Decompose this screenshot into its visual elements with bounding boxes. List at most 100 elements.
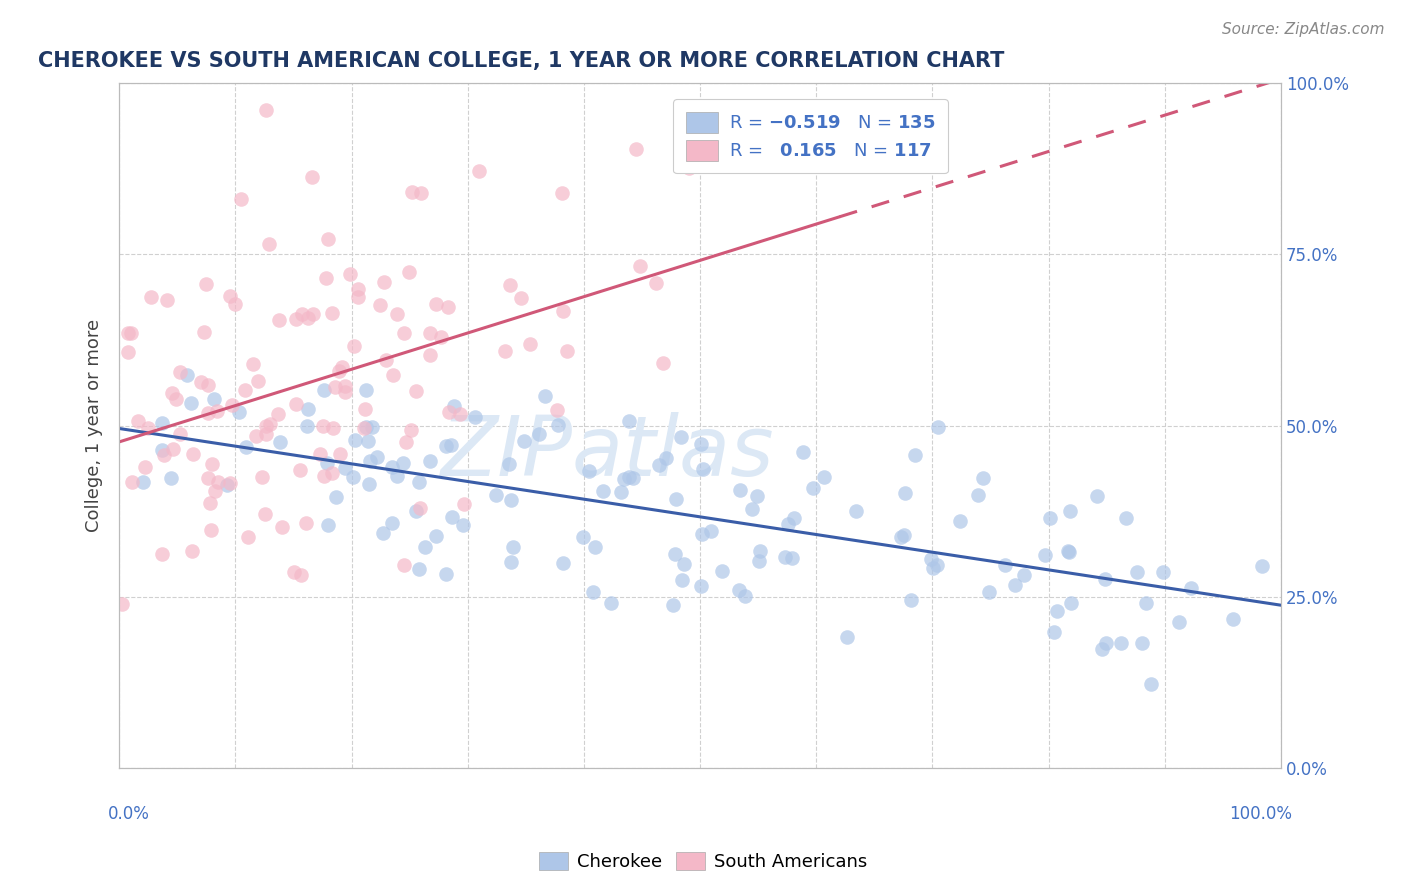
Point — [221, 397, 243, 411]
Point — [1111, 636, 1133, 650]
Point — [333, 461, 356, 475]
Point — [134, 460, 156, 475]
Point — [252, 470, 274, 484]
Point — [592, 483, 614, 498]
Point — [385, 306, 408, 320]
Point — [690, 527, 713, 541]
Point — [1004, 578, 1026, 592]
Point — [1060, 596, 1083, 610]
Text: 100.0%: 100.0% — [1230, 805, 1292, 823]
Point — [356, 384, 378, 398]
Point — [181, 447, 204, 461]
Point — [180, 396, 202, 410]
Point — [315, 456, 337, 470]
Point — [329, 447, 352, 461]
Point — [235, 440, 257, 454]
Point — [700, 524, 723, 539]
Point — [1046, 604, 1069, 618]
Point — [394, 326, 416, 341]
Point — [201, 458, 224, 472]
Point — [727, 583, 749, 598]
Text: CHEROKEE VS SOUTH AMERICAN COLLEGE, 1 YEAR OR MORE CORRELATION CHART: CHEROKEE VS SOUTH AMERICAN COLLEGE, 1 YE… — [38, 51, 1004, 70]
Point — [254, 427, 277, 442]
Point — [485, 488, 508, 502]
Point — [271, 520, 294, 534]
Point — [451, 518, 474, 533]
Point — [253, 508, 276, 522]
Point — [205, 404, 228, 418]
Point — [117, 344, 139, 359]
Point — [197, 471, 219, 485]
Point — [745, 489, 768, 503]
Point — [111, 597, 134, 611]
Point — [1059, 504, 1081, 518]
Point — [583, 540, 606, 554]
Point — [837, 630, 859, 644]
Point — [357, 434, 380, 448]
Point — [333, 385, 356, 400]
Point — [401, 423, 423, 437]
Point — [347, 290, 370, 304]
Point — [425, 297, 447, 311]
Point — [669, 429, 692, 443]
Point — [309, 447, 332, 461]
Point — [440, 437, 463, 451]
Point — [315, 271, 337, 285]
Point — [927, 420, 949, 434]
Point — [401, 185, 423, 199]
Point — [150, 442, 173, 457]
Point — [1091, 641, 1114, 656]
Point — [342, 339, 364, 353]
Point — [197, 406, 219, 420]
Point — [285, 397, 308, 411]
Point — [312, 418, 335, 433]
Point — [419, 347, 441, 361]
Point — [395, 435, 418, 450]
Point — [623, 471, 645, 485]
Point — [654, 450, 676, 465]
Point — [894, 485, 917, 500]
Point — [534, 388, 557, 402]
Point — [269, 435, 291, 450]
Point — [408, 562, 430, 576]
Point — [813, 470, 835, 484]
Point — [381, 459, 404, 474]
Point — [690, 579, 713, 593]
Point — [610, 485, 633, 500]
Point — [551, 186, 574, 200]
Point — [314, 469, 336, 483]
Point — [288, 463, 311, 477]
Legend: Cherokee, South Americans: Cherokee, South Americans — [531, 845, 875, 879]
Point — [357, 477, 380, 491]
Point — [1035, 549, 1057, 563]
Point — [437, 300, 460, 314]
Point — [344, 434, 367, 448]
Point — [316, 232, 339, 246]
Point — [1135, 596, 1157, 610]
Point — [1057, 545, 1080, 559]
Text: 0.0%: 0.0% — [108, 805, 149, 823]
Point — [207, 475, 229, 490]
Point — [259, 417, 281, 431]
Point — [229, 192, 252, 206]
Point — [228, 405, 250, 419]
Point — [314, 383, 336, 397]
Point — [803, 481, 825, 495]
Point — [600, 596, 623, 610]
Point — [295, 516, 318, 530]
Point — [193, 325, 215, 339]
Point — [519, 336, 541, 351]
Point — [948, 514, 970, 528]
Point — [652, 356, 675, 370]
Point — [1152, 565, 1174, 579]
Point — [678, 161, 700, 175]
Point — [373, 276, 395, 290]
Point — [664, 491, 686, 506]
Point — [245, 428, 267, 442]
Point — [1140, 677, 1163, 691]
Point — [368, 298, 391, 312]
Point — [218, 476, 240, 491]
Point — [316, 517, 339, 532]
Point — [692, 462, 714, 476]
Point — [468, 164, 491, 178]
